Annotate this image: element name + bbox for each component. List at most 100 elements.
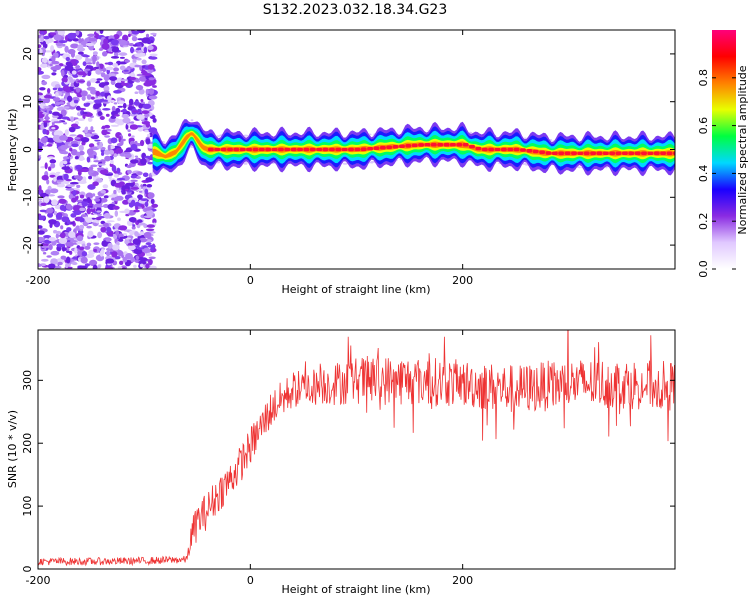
noise-speckle [137,247,143,250]
noise-speckle [81,214,87,218]
noise-speckle [89,259,98,267]
noise-speckle [139,263,144,268]
noise-speckle [61,69,65,77]
noise-speckle [63,247,67,251]
snr-series-line [38,330,675,567]
noise-speckle [47,263,56,269]
noise-speckle [79,224,85,230]
noise-speckle [38,145,43,152]
noise-speckle [61,151,69,155]
noise-speckle [111,201,115,205]
noise-speckle [130,174,137,179]
noise-speckle [129,113,139,117]
noise-speckle [73,210,82,216]
noise-speckle [86,225,92,229]
ridge-peak [551,151,558,156]
noise-speckle [53,211,58,216]
noise-speckle [145,252,152,257]
noise-speckle [115,147,124,154]
noise-speckle [105,258,115,264]
noise-speckle [56,171,61,174]
noise-speckle [89,202,93,207]
noise-speckle [131,30,140,35]
noise-speckle [39,209,47,213]
noise-speckle [80,54,88,57]
noise-speckle [113,153,118,158]
noise-speckle [115,230,120,236]
figure-title: S132.2023.032.18.34.G23 [263,2,448,18]
noise-speckle [38,263,42,267]
noise-speckle [58,198,67,204]
ridge-peak [520,148,526,152]
noise-speckle [69,181,79,185]
noise-speckle [124,153,132,159]
ridge-peak [571,151,577,156]
noise-speckle [104,135,110,138]
noise-speckle [132,224,136,227]
noise-speckle [128,98,134,106]
ridge-peak [526,149,533,153]
noise-speckle [42,120,51,123]
noise-speckle [56,179,64,182]
noise-speckle [95,205,104,208]
noise-speckle [78,155,85,161]
noise-speckle [72,190,77,197]
noise-speckle [53,121,63,124]
noise-speckle [144,188,149,194]
noise-speckle [133,248,139,253]
ridge-peak [405,144,412,148]
noise-speckle [151,203,159,208]
y-tick-label: 100 [21,496,34,517]
noise-speckle [38,118,41,123]
noise-speckle [68,143,72,147]
noise-speckle [137,194,143,200]
noise-speckle [77,80,86,83]
noise-speckle [131,135,135,138]
noise-speckle [131,225,136,230]
noise-speckle [111,46,120,53]
noise-speckle [60,144,68,151]
noise-speckle [38,215,46,221]
noise-speckle [87,117,93,122]
noise-speckle [65,233,69,238]
noise-speckle [40,202,47,206]
noise-speckle [145,263,150,269]
noise-speckle [63,106,70,109]
noise-speckle [59,232,66,239]
noise-speckle [86,156,91,163]
noise-speckle [128,43,134,47]
noise-speckle [68,126,76,133]
ridge-peak [214,147,221,152]
ridge-peak [322,147,329,152]
noise-speckle [50,45,55,52]
noise-speckle [53,265,62,269]
noise-speckle [141,258,149,261]
noise-speckle [55,84,60,88]
noise-speckle [122,232,127,237]
noise-speckle [48,110,53,114]
noise-speckle [127,242,135,246]
noise-speckle [104,266,114,269]
noise-speckle [96,78,103,81]
noise-speckle [117,217,121,222]
noise-speckle [132,238,141,245]
noise-speckle [75,30,80,36]
noise-speckle [41,245,49,249]
noise-speckle [77,44,84,49]
noise-speckle [107,194,115,198]
colorbar-tick-label: 0.6 [697,117,710,135]
ridge-peak [411,143,418,148]
colorbar-tick-label: 0.8 [697,69,710,87]
noise-speckle [135,84,144,91]
noise-speckle [75,225,81,231]
noise-speckle [110,124,119,127]
ridge-peak [386,145,393,150]
noise-speckle [144,155,152,159]
noise-speckle [40,35,44,43]
noise-speckle [55,213,63,220]
noise-speckle [46,179,50,185]
noise-speckle [95,178,103,183]
noise-speckle [62,43,66,47]
noise-speckle [105,66,114,71]
